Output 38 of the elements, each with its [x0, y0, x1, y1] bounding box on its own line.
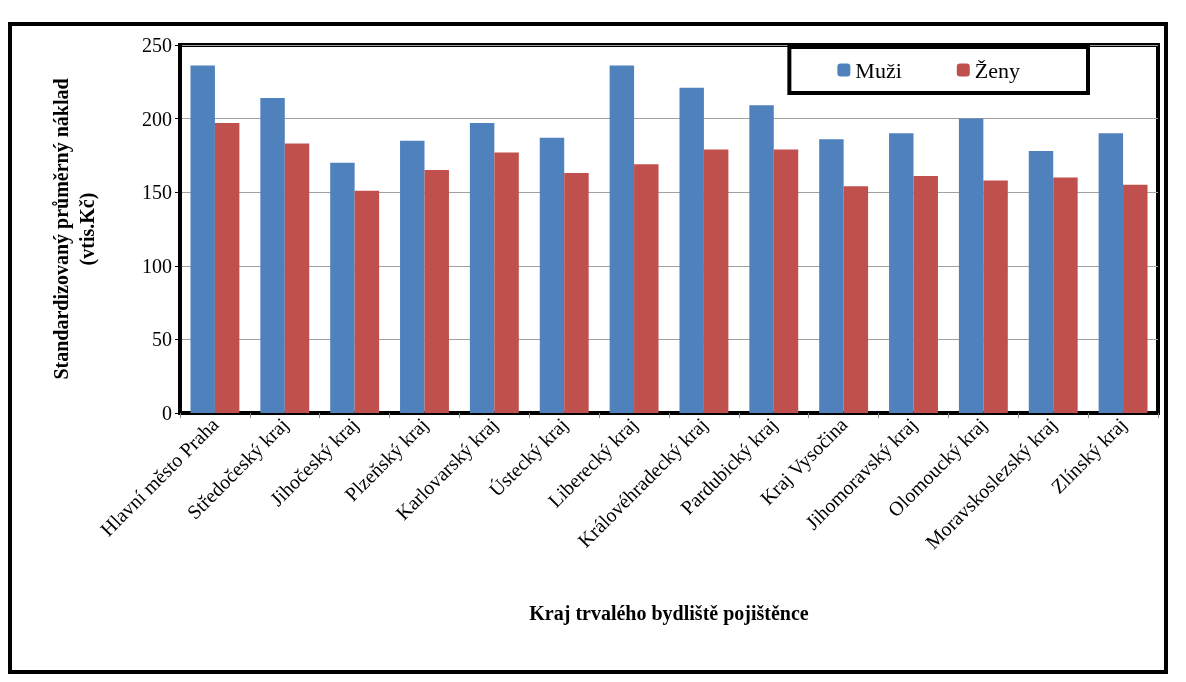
legend-label: Muži — [855, 57, 902, 83]
y-tick-label: 250 — [142, 34, 172, 56]
bar — [424, 170, 449, 413]
y-tick-label: 100 — [142, 254, 172, 277]
bar — [260, 97, 285, 413]
bar — [679, 87, 704, 413]
bar — [400, 140, 425, 413]
bar — [749, 105, 774, 413]
bar — [1028, 150, 1054, 413]
y-tick-label: 150 — [142, 181, 172, 204]
bar — [819, 139, 844, 413]
bar — [913, 176, 938, 413]
y-tick-label: 200 — [142, 107, 172, 130]
bar — [1098, 133, 1124, 413]
bar — [1123, 184, 1148, 413]
y-tick-label: 0 — [162, 402, 172, 424]
bar — [773, 149, 799, 413]
bar — [469, 123, 495, 413]
bar — [889, 133, 914, 413]
y-tick-label: 50 — [152, 328, 172, 351]
bar — [1053, 177, 1078, 413]
bar — [564, 173, 589, 413]
bar — [494, 152, 519, 413]
bar — [843, 186, 869, 413]
bar — [703, 149, 729, 413]
bar — [634, 164, 659, 413]
bar — [284, 143, 310, 413]
bar — [214, 123, 240, 413]
y-axis-title: Standardizovaný průměrný náklad (vtis.Kč) — [50, 78, 99, 380]
bar — [609, 65, 635, 413]
bar — [190, 65, 215, 413]
bar — [330, 162, 355, 413]
x-axis-title: Kraj trvalého bydliště pojištěnce — [529, 602, 809, 625]
bar — [539, 137, 565, 413]
bar — [958, 118, 984, 413]
bar — [983, 180, 1008, 413]
legend-label: Ženy — [974, 57, 1020, 83]
bar — [354, 190, 380, 413]
